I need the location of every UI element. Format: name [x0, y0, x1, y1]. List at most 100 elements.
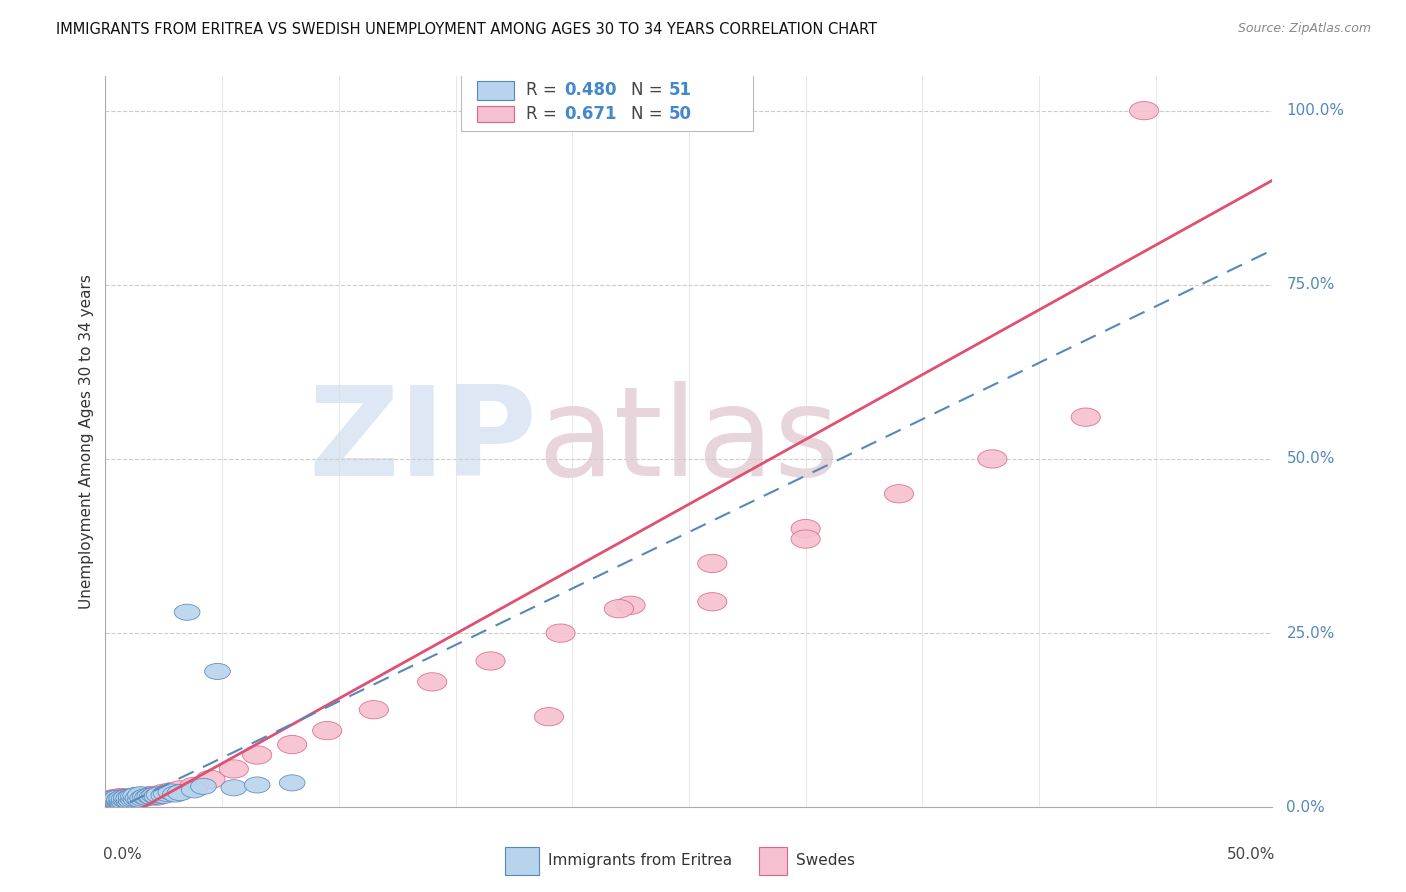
Ellipse shape [534, 707, 564, 726]
Ellipse shape [93, 793, 122, 811]
Ellipse shape [105, 789, 134, 808]
Ellipse shape [111, 791, 136, 807]
Ellipse shape [121, 789, 150, 807]
Ellipse shape [127, 789, 155, 806]
Ellipse shape [118, 792, 143, 808]
Ellipse shape [100, 795, 125, 811]
Ellipse shape [97, 794, 122, 810]
FancyBboxPatch shape [759, 847, 786, 875]
Ellipse shape [792, 530, 820, 549]
Text: 0.0%: 0.0% [103, 847, 142, 863]
Ellipse shape [105, 792, 134, 810]
Ellipse shape [122, 788, 149, 804]
Ellipse shape [114, 792, 139, 808]
Ellipse shape [108, 790, 135, 806]
Ellipse shape [100, 793, 129, 811]
Ellipse shape [616, 596, 645, 615]
Ellipse shape [277, 735, 307, 754]
Ellipse shape [107, 789, 136, 806]
Text: 51: 51 [669, 81, 692, 99]
Ellipse shape [111, 794, 136, 810]
Ellipse shape [100, 791, 125, 807]
Ellipse shape [98, 789, 127, 808]
Ellipse shape [884, 484, 914, 503]
Ellipse shape [143, 788, 170, 805]
Ellipse shape [697, 592, 727, 611]
Ellipse shape [139, 789, 165, 805]
Text: 50: 50 [669, 105, 692, 123]
Ellipse shape [112, 789, 141, 808]
Ellipse shape [117, 789, 146, 807]
Ellipse shape [181, 781, 207, 797]
Text: Swedes: Swedes [796, 854, 855, 868]
Ellipse shape [122, 791, 149, 807]
Ellipse shape [108, 795, 135, 811]
Ellipse shape [121, 788, 146, 805]
Text: 0.671: 0.671 [564, 105, 617, 123]
Ellipse shape [128, 787, 153, 803]
Ellipse shape [477, 652, 505, 670]
Ellipse shape [195, 771, 225, 789]
FancyBboxPatch shape [477, 106, 513, 122]
Text: R =: R = [526, 81, 561, 99]
Ellipse shape [146, 787, 172, 803]
Ellipse shape [243, 746, 271, 764]
Ellipse shape [97, 792, 122, 808]
Text: IMMIGRANTS FROM ERITREA VS SWEDISH UNEMPLOYMENT AMONG AGES 30 TO 34 YEARS CORREL: IMMIGRANTS FROM ERITREA VS SWEDISH UNEMP… [56, 22, 877, 37]
Ellipse shape [142, 787, 172, 805]
Ellipse shape [792, 519, 820, 538]
Text: 100.0%: 100.0% [1286, 103, 1344, 118]
Ellipse shape [149, 784, 179, 803]
Ellipse shape [103, 791, 128, 807]
Ellipse shape [191, 779, 217, 795]
Ellipse shape [121, 791, 146, 807]
FancyBboxPatch shape [505, 847, 538, 875]
Ellipse shape [156, 783, 186, 801]
Y-axis label: Unemployment Among Ages 30 to 34 years: Unemployment Among Ages 30 to 34 years [79, 274, 94, 609]
Text: N =: N = [630, 105, 668, 123]
Ellipse shape [96, 796, 121, 812]
Ellipse shape [96, 791, 125, 809]
Ellipse shape [128, 791, 153, 807]
Ellipse shape [135, 789, 160, 805]
Ellipse shape [103, 789, 132, 807]
Ellipse shape [103, 793, 128, 809]
Ellipse shape [98, 792, 127, 810]
Ellipse shape [107, 793, 132, 809]
Ellipse shape [120, 789, 148, 806]
Text: 75.0%: 75.0% [1286, 277, 1334, 293]
Ellipse shape [132, 789, 157, 805]
Ellipse shape [107, 791, 132, 807]
Text: N =: N = [630, 81, 668, 99]
Ellipse shape [110, 789, 139, 807]
Ellipse shape [205, 664, 231, 680]
Ellipse shape [153, 785, 179, 801]
Ellipse shape [115, 793, 142, 809]
Ellipse shape [103, 791, 132, 809]
Ellipse shape [129, 790, 156, 806]
Ellipse shape [142, 788, 167, 804]
Ellipse shape [312, 722, 342, 739]
Ellipse shape [245, 777, 270, 793]
Ellipse shape [157, 784, 184, 800]
Ellipse shape [103, 795, 128, 811]
Text: ZIP: ZIP [308, 381, 537, 502]
Text: Immigrants from Eritrea: Immigrants from Eritrea [548, 854, 733, 868]
Ellipse shape [125, 790, 150, 806]
Ellipse shape [110, 791, 139, 809]
Text: R =: R = [526, 105, 561, 123]
Ellipse shape [221, 780, 246, 796]
Ellipse shape [1071, 408, 1101, 426]
Text: 0.480: 0.480 [564, 81, 617, 99]
Ellipse shape [104, 792, 129, 808]
Ellipse shape [697, 554, 727, 573]
Ellipse shape [114, 790, 143, 809]
FancyBboxPatch shape [461, 74, 754, 130]
Ellipse shape [180, 777, 208, 796]
Ellipse shape [166, 780, 194, 799]
FancyBboxPatch shape [477, 81, 513, 100]
Text: 50.0%: 50.0% [1286, 451, 1334, 467]
Ellipse shape [360, 700, 388, 719]
Ellipse shape [150, 788, 177, 804]
Ellipse shape [977, 450, 1007, 468]
